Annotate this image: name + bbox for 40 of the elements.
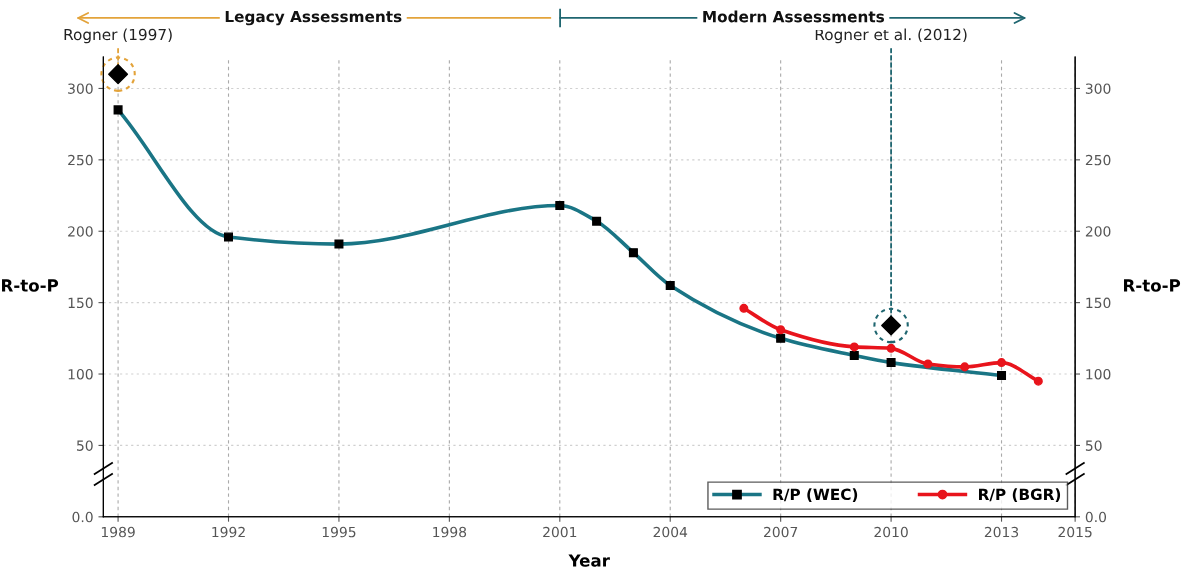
y2-tick-label: 100 (1086, 369, 1111, 380)
y-axis-title: R-to-P (2, 279, 59, 292)
y-tick-label: 50 (77, 440, 93, 451)
legend-label: R/P (BGR) (979, 488, 1061, 502)
y-tick-label: 100 (68, 369, 93, 380)
text: Legacy Assessments (225, 10, 402, 26)
point (886, 343, 896, 353)
y2-tick-label: 250 (1085, 154, 1111, 166)
y2-axis-title: R-to-P (1124, 279, 1181, 292)
x-tick-label: 2015 (1058, 526, 1092, 538)
x-tick-label: 1989 (101, 526, 135, 538)
x-tick-label: 1992 (212, 526, 245, 538)
y2-tick-label: 50 (1085, 440, 1102, 451)
y2-tick-label: 300 (1085, 83, 1111, 94)
point (1033, 376, 1043, 386)
annotation: Rogner et al. (2012) (815, 28, 967, 44)
text: Modern Assessments (703, 10, 885, 23)
point (849, 342, 859, 352)
y-tick-label: 300 (68, 83, 93, 94)
annotation: Rogner (1997) (64, 28, 172, 44)
x-tick-label: 2010 (874, 526, 908, 538)
legend-label: R/P (WEC) (773, 488, 858, 502)
x-tick-label: 1998 (433, 526, 467, 538)
x-tick-label: 2004 (653, 526, 688, 538)
point (776, 325, 786, 335)
x-tick-label: 2007 (764, 526, 798, 538)
y2-tick-label: 0.0 (1085, 511, 1107, 523)
point (923, 359, 933, 369)
y-tick-label: 200 (68, 226, 93, 237)
y-tick-label: 250 (68, 154, 93, 166)
point (739, 303, 749, 313)
x-axis-title: Year (568, 554, 610, 567)
y2-tick-label: 150 (1086, 297, 1111, 309)
x-tick-label: 1995 (322, 526, 356, 538)
x-tick-label: 2013 (984, 526, 1019, 538)
x-tick-label: 2001 (543, 526, 577, 538)
point (960, 362, 970, 372)
y-tick-label: 150 (68, 297, 93, 309)
y2-tick-label: 200 (1085, 226, 1111, 237)
y-tick-label: 0.0 (72, 511, 93, 523)
